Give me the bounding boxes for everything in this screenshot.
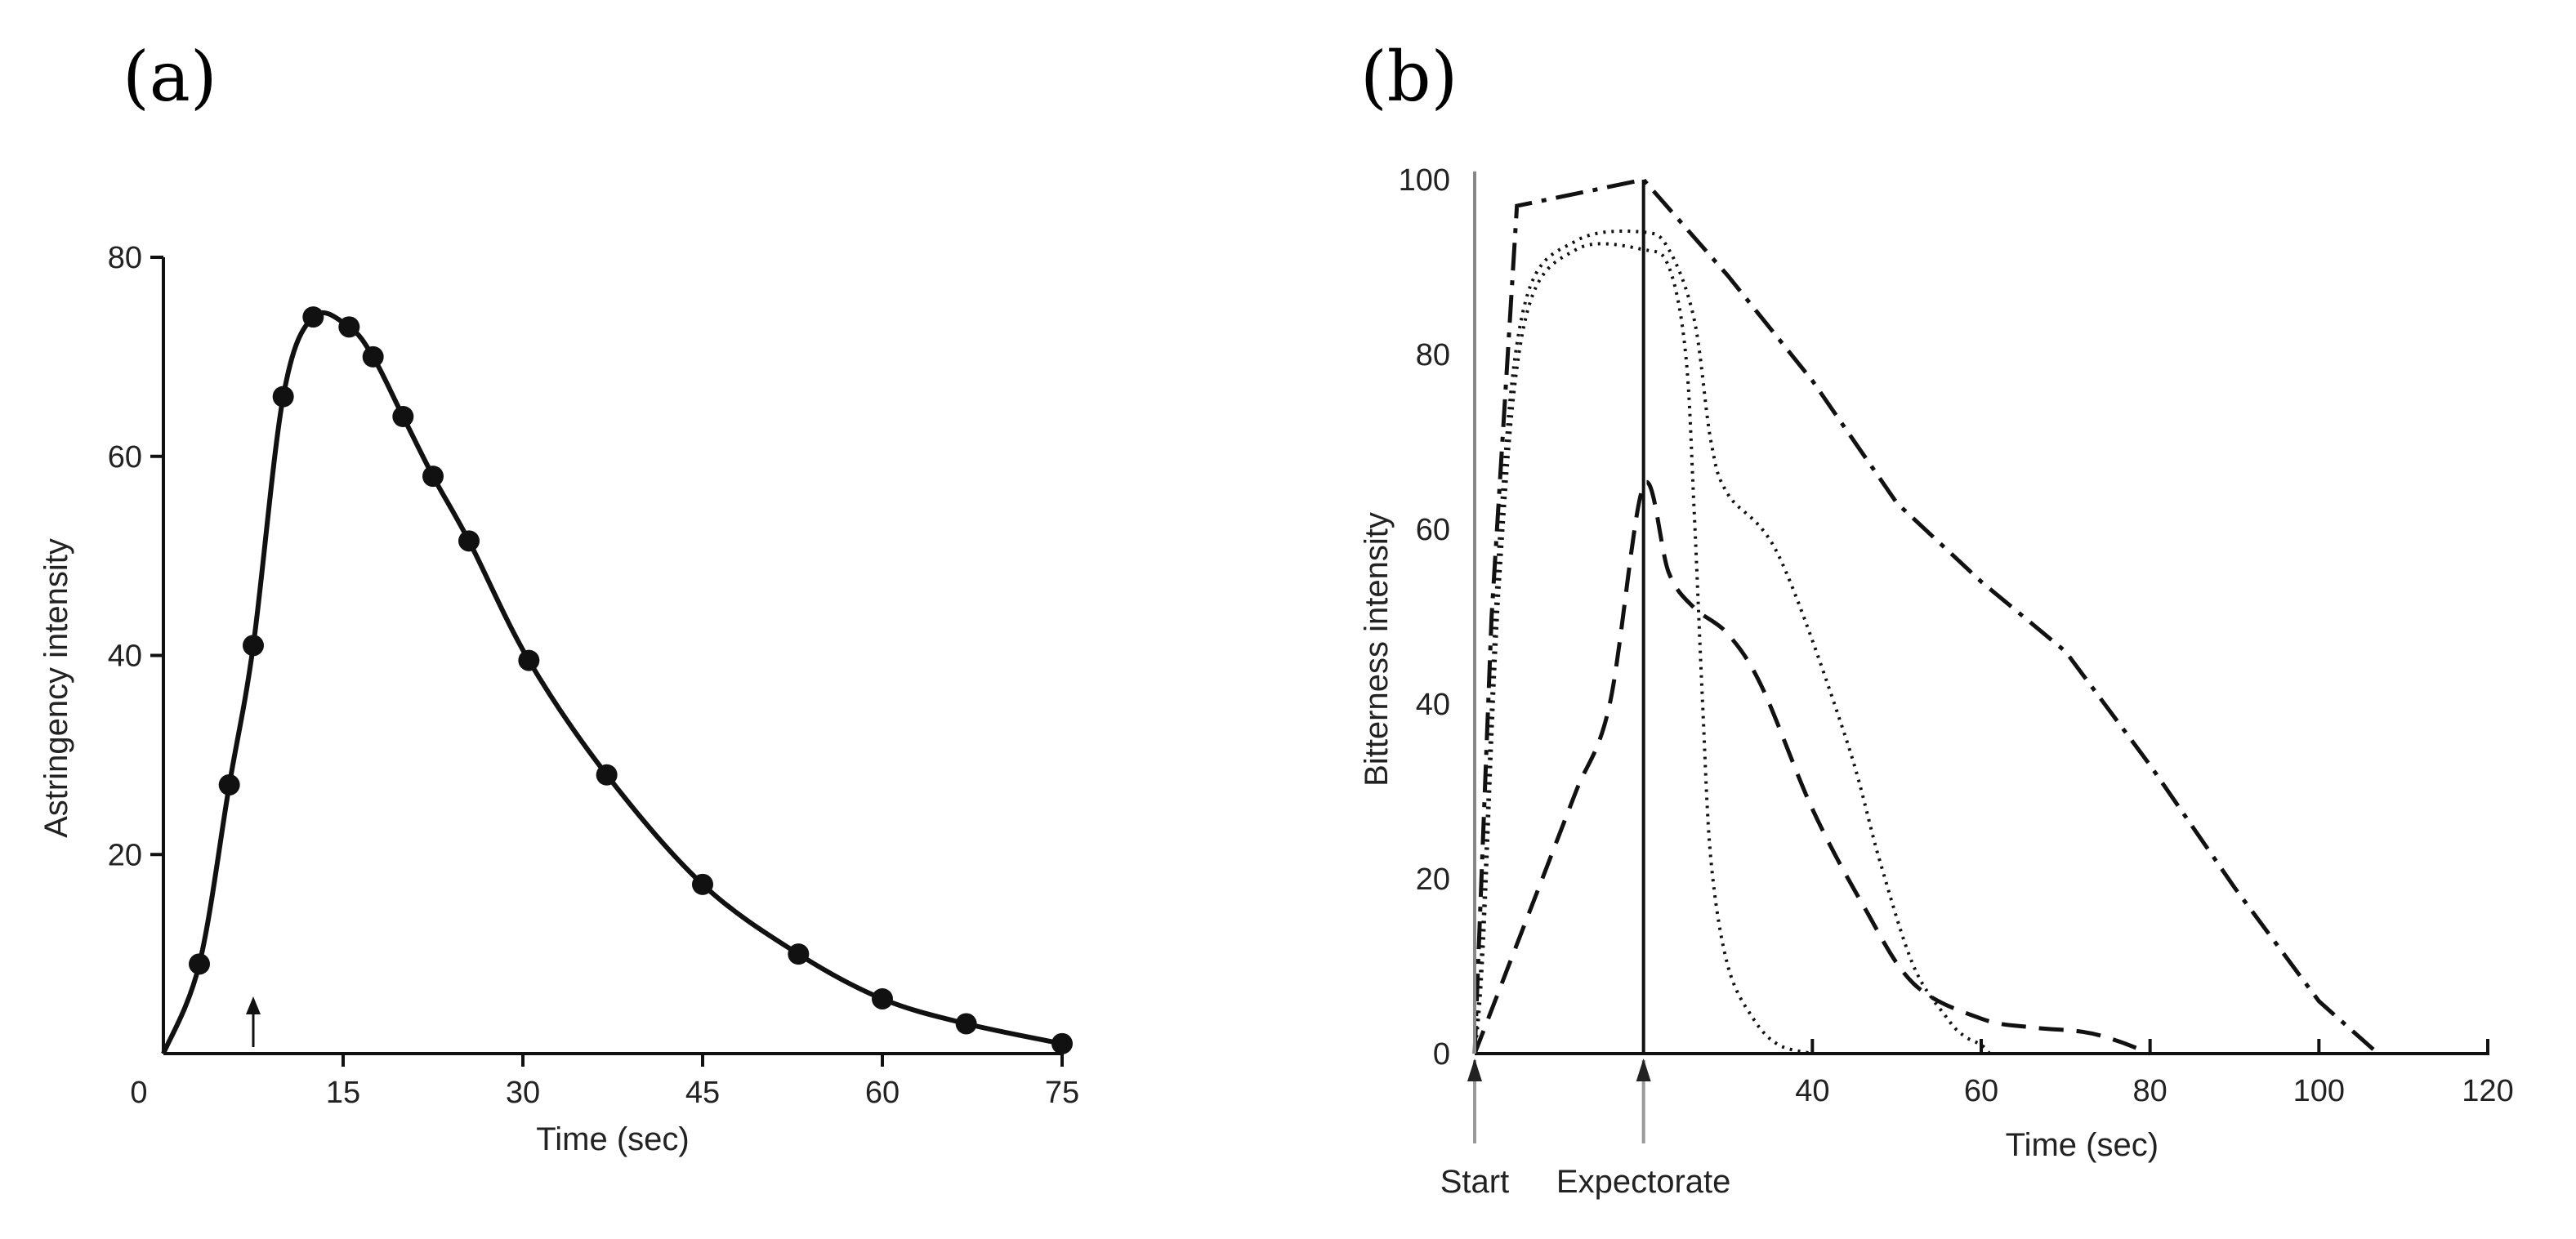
panel-a-x-tick-label: 15: [326, 1076, 360, 1110]
panel-b-event-label: Start: [1440, 1164, 1509, 1200]
panel-b-x-tick-label: 80: [2133, 1074, 2168, 1108]
panel-b-y-tick-label: 20: [1416, 862, 1450, 897]
panel-a-data-point: [272, 386, 294, 408]
panel-a-data-point: [955, 1013, 977, 1035]
panel-a-data-point: [218, 773, 240, 796]
panel-b-x-tick-label: 60: [1964, 1074, 1998, 1108]
panel-a-series-line: [161, 310, 1063, 1055]
panel-a-data-point: [458, 530, 480, 552]
panel-a-data-point: [243, 635, 264, 657]
panel-a-data-point: [596, 764, 618, 786]
panel-a-data-point: [1051, 1032, 1073, 1054]
panel-a-x-tick-label: 0: [130, 1076, 147, 1110]
panel-b-series-dashed: [1472, 480, 2151, 1056]
panel-b-x-axis-title: Time (sec): [2006, 1127, 2159, 1163]
chart-panel-b: 40 60 80 100 120 0 20 40 60 80 100 Time (sec) Bit…: [1359, 163, 2514, 1200]
panel-a-y-axis-title: Astringency intensity: [38, 538, 74, 838]
panel-a-y-tick-label: 60: [108, 440, 142, 475]
panel-b-event-label: Expectorate: [1556, 1164, 1730, 1200]
panel-a-data-point: [788, 943, 810, 965]
panel-b-y-tick-label: 0: [1433, 1037, 1450, 1072]
panel-a-x-tick-label: 30: [506, 1076, 540, 1110]
panel-b-y-tick-label: 100: [1399, 163, 1450, 198]
panel-a-y-tick-label: 40: [108, 640, 142, 674]
chart-panel-a: 0 15 30 45 60 75 20 40 60 80 Time (sec) Astringe…: [38, 241, 1079, 1157]
panel-b-x-tick-label: 100: [2293, 1074, 2345, 1108]
panel-a-y-tick-label: 80: [108, 241, 142, 275]
panel-a-arrow-head: [246, 996, 261, 1014]
panel-a-x-axis-title: Time (sec): [536, 1121, 689, 1157]
panel-b-x-tick-label: 40: [1795, 1074, 1829, 1108]
panel-a-data-point: [302, 306, 324, 328]
panel-a-data-point: [518, 649, 540, 671]
panel-a-data-point: [189, 953, 210, 975]
panel-a-data-point: [872, 987, 893, 1009]
panel-b-y-tick-label: 80: [1416, 338, 1450, 372]
panel-b-y-axis-title: Bitterness intensity: [1359, 512, 1395, 787]
panel-b-series-dash-dot: [1472, 177, 2380, 1055]
panel-b-event-arrow-head: [1636, 1058, 1651, 1081]
panel-a-x-tick-label: 60: [865, 1076, 900, 1110]
panel-a-data-point: [692, 873, 713, 895]
panel-a-data-point: [392, 406, 414, 427]
panel-a-x-tick-label: 45: [685, 1076, 720, 1110]
panel-a-data-point: [362, 345, 384, 368]
panel-a-data-point: [338, 316, 360, 338]
panel-b-series-dotted-inner: [1473, 242, 1813, 1055]
panel-a-data-point: [422, 466, 444, 488]
panel-a-x-tick-label: 75: [1045, 1076, 1079, 1110]
panel-b-event-arrow-head: [1467, 1058, 1482, 1081]
panel-b-y-tick-label: 60: [1416, 513, 1450, 547]
panel-b-x-tick-label: 120: [2462, 1074, 2513, 1108]
panel-b-y-tick-label: 40: [1416, 688, 1450, 722]
panel-a-y-tick-label: 20: [108, 838, 142, 872]
panel-b-label: (b): [1360, 37, 1458, 117]
panel-b-series-dotted-outer: [1473, 230, 1991, 1055]
panel-a-label: (a): [123, 37, 217, 117]
